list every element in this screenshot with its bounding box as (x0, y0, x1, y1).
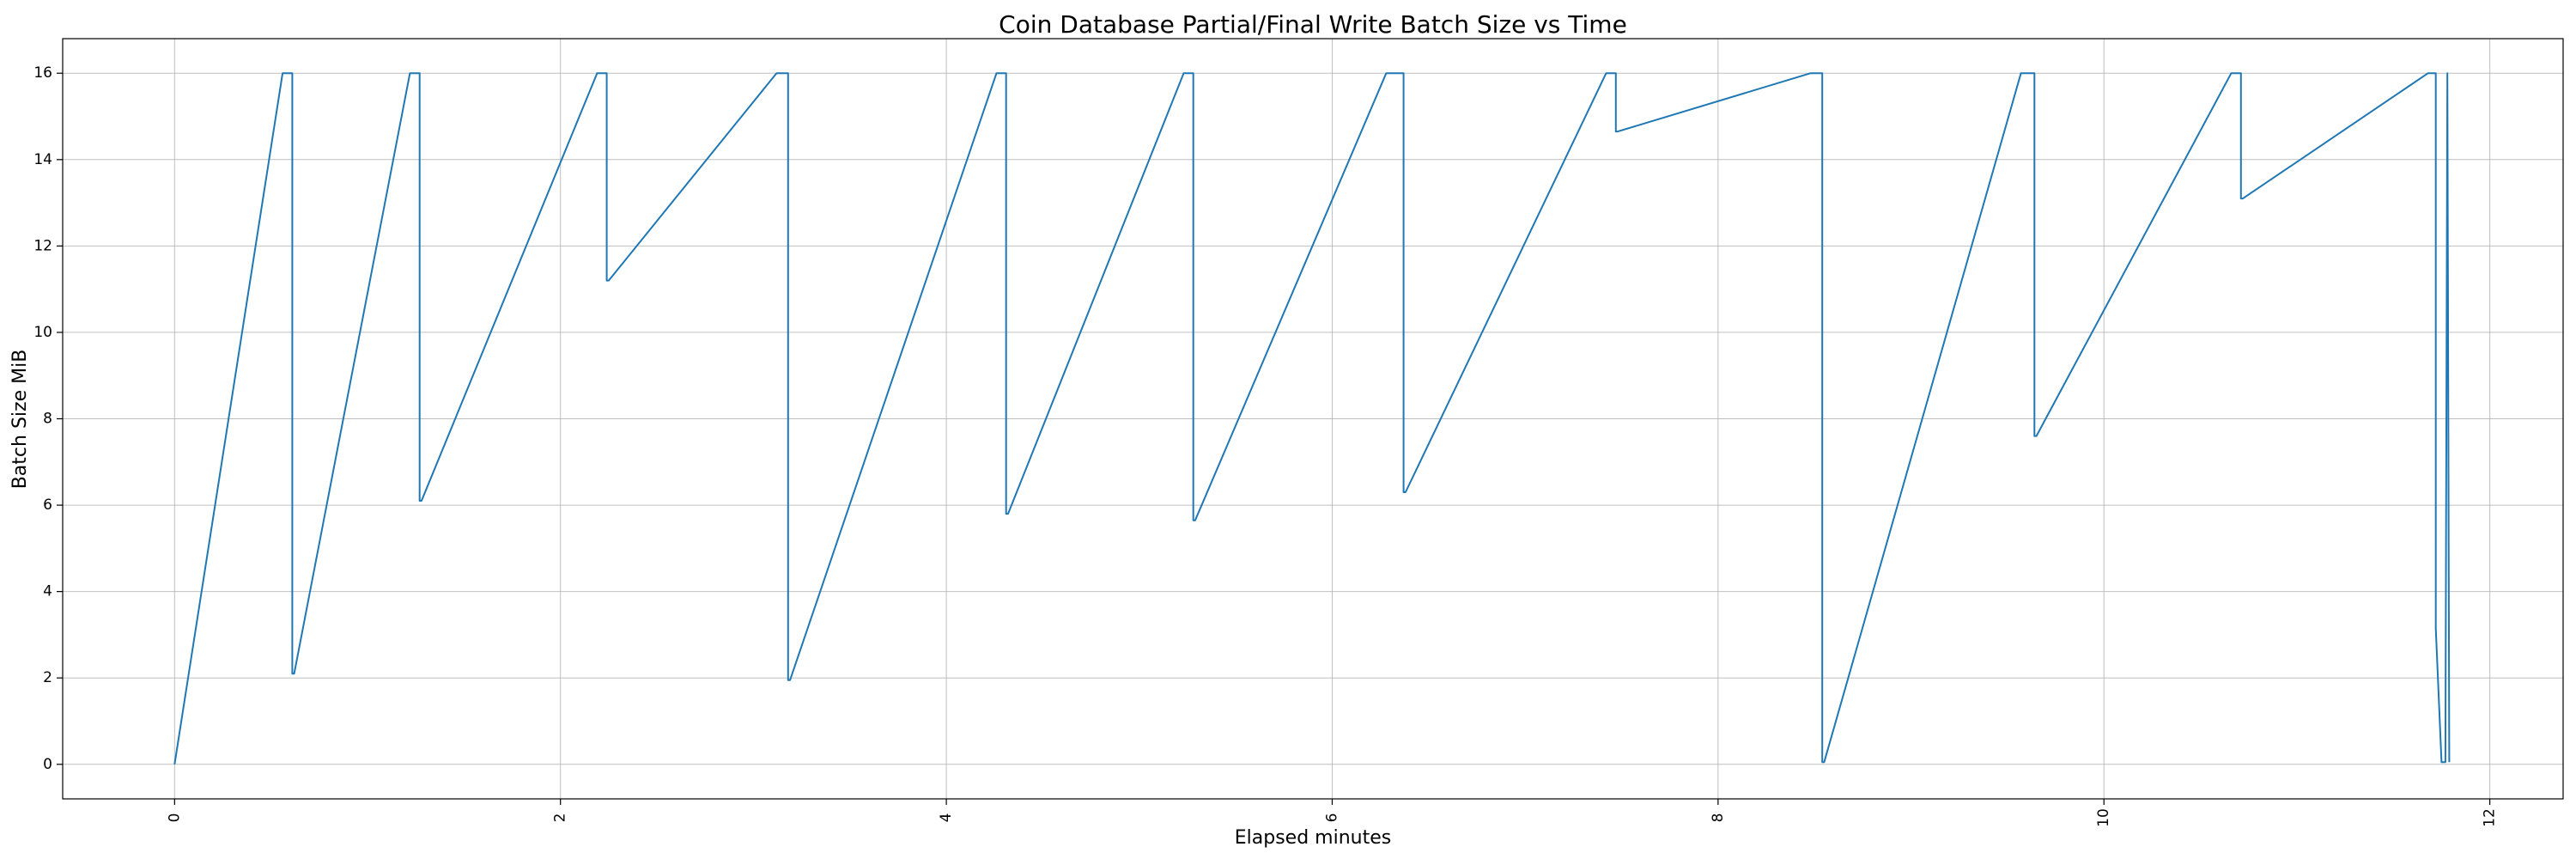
series-layer (173, 72, 2451, 765)
y-axis: 0 2 4 6 8 10 12 14 16 (33, 64, 63, 773)
y-tick-label: 2 (43, 669, 52, 686)
x-axis-label: Elapsed minutes (1235, 827, 1391, 849)
y-tick-label: 14 (33, 151, 52, 168)
y-tick-label: 4 (43, 583, 52, 600)
series-line (173, 72, 2451, 765)
x-tick-label: 12 (2482, 808, 2499, 827)
x-tick-label: 0 (166, 813, 183, 823)
x-tick-label: 6 (1323, 813, 1340, 823)
x-tick-label: 8 (1710, 813, 1727, 823)
y-tick-label: 0 (43, 756, 52, 773)
y-axis-label: Batch Size MiB (9, 350, 31, 490)
y-tick-label: 12 (33, 237, 52, 254)
x-tick-label: 10 (2095, 808, 2112, 827)
x-tick-label: 2 (552, 813, 569, 823)
y-tick-label: 6 (43, 497, 52, 514)
y-tick-label: 8 (43, 411, 52, 428)
y-tick-label: 10 (33, 324, 52, 341)
x-axis: 0 2 4 6 8 10 12 (166, 799, 2499, 827)
y-tick-label: 16 (33, 64, 52, 82)
chart-title: Coin Database Partial/Final Write Batch … (999, 10, 1627, 39)
x-tick-label: 4 (938, 813, 955, 823)
